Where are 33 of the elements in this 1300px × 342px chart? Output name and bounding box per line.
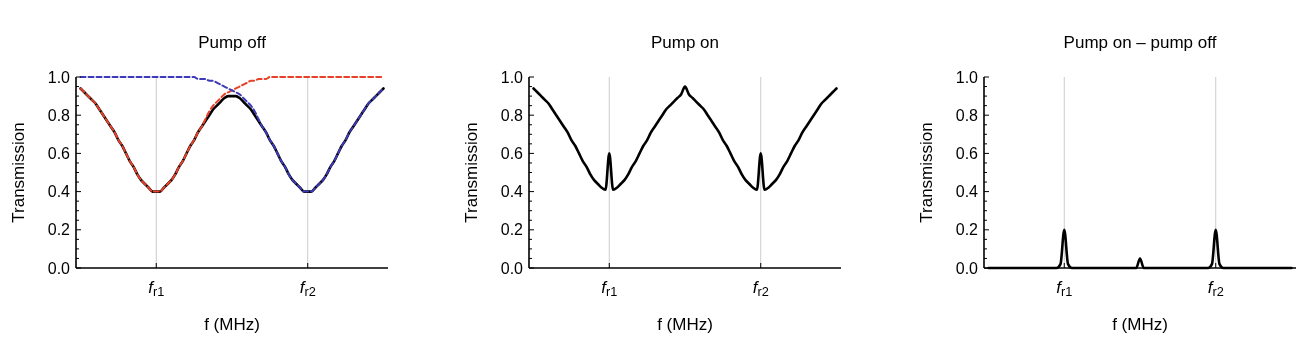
- y-tick-label: 0.8: [47, 106, 71, 124]
- y-tick-label: 0.8: [955, 106, 979, 124]
- y-tick-label: 0.2: [47, 221, 71, 239]
- y-tick-label: 1.0: [47, 68, 71, 86]
- y-tick-label: 0.2: [955, 221, 979, 239]
- y-tick-label: 0.2: [500, 221, 524, 239]
- y-axis-title: Transmission: [917, 122, 936, 223]
- x-axis-title: f (MHz): [1112, 315, 1168, 334]
- y-tick-label: 1.0: [500, 68, 524, 86]
- y-tick-label: 0.8: [500, 106, 524, 124]
- chart-title: Pump on: [650, 33, 720, 52]
- y-axis-title: Transmission: [9, 122, 28, 223]
- y-axis-title: Transmission: [462, 122, 481, 223]
- x-axis-title: f (MHz): [657, 315, 713, 334]
- y-tick-label: 0.0: [47, 259, 71, 277]
- x-tick-label: f$_{r1}$: [601, 278, 618, 300]
- y-tick-label: 0.6: [955, 145, 979, 162]
- y-tick-label: 0.6: [500, 145, 524, 162]
- y-tick-label: 1.0: [955, 68, 979, 86]
- y-tick-label: 0.6: [47, 145, 71, 162]
- y-tick-label: 0.4: [955, 183, 979, 201]
- y-tick-label: 0.0: [500, 259, 524, 277]
- chart-title: Pump on – pump off: [1063, 33, 1217, 52]
- x-tick-label: f$_{r2}$: [299, 278, 316, 300]
- y-tick-label: 0.4: [47, 183, 71, 201]
- x-axis-title: f (MHz): [204, 315, 260, 334]
- y-tick-label: 0.4: [500, 183, 524, 201]
- x-tick-label: f$_{r1}$: [148, 278, 165, 300]
- chart-title: Pump off: [198, 33, 267, 52]
- x-tick-label: f$_{r1}$: [1056, 278, 1073, 300]
- y-tick-label: 0.0: [955, 259, 979, 277]
- x-tick-label: f$_{r2}$: [1207, 278, 1224, 300]
- x-tick-label: f$_{r2}$: [752, 278, 769, 300]
